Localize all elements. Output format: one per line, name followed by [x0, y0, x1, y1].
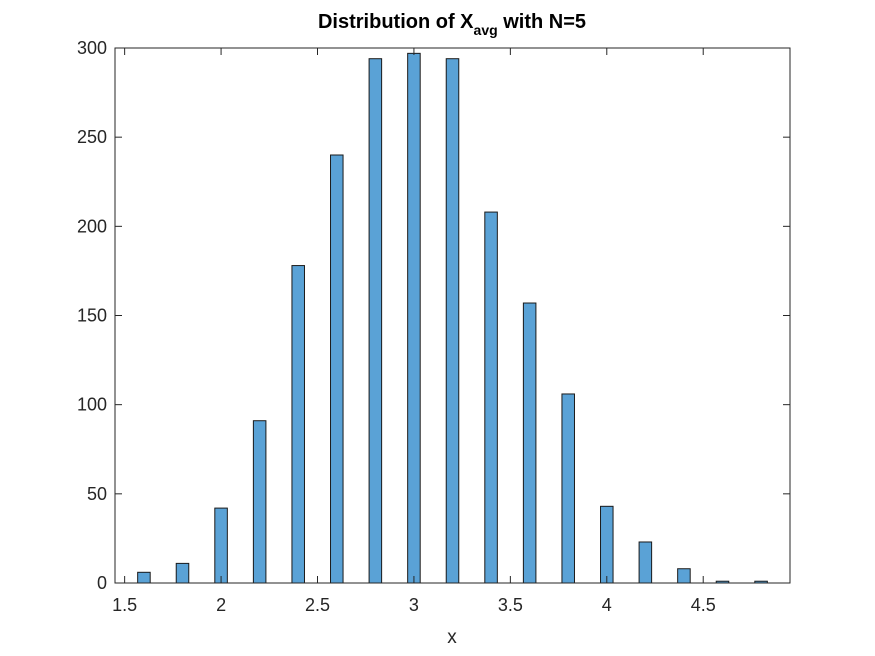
- histogram-bar: [214, 507, 228, 584]
- y-tick-label: 0: [97, 573, 107, 593]
- y-tick-label: 250: [77, 127, 107, 147]
- x-tick-label: 2: [216, 595, 226, 615]
- histogram-bar: [484, 211, 498, 584]
- chart-title: Distribution of Xavg with N=5: [318, 11, 586, 38]
- x-tick-label: 4: [602, 595, 612, 615]
- histogram-bar: [175, 562, 190, 584]
- ticks-group: 1.5 2 2.5 3 3.5 4 4.5 0 50 100 150 200 250 300: [77, 38, 790, 615]
- histogram-bar: [677, 568, 691, 584]
- histogram-bar: [368, 58, 383, 584]
- x-axis-label: x: [447, 627, 457, 648]
- y-tick-label: 150: [77, 306, 107, 326]
- histogram-bar: [638, 541, 653, 584]
- chart-title-main: Distribution of X: [318, 11, 474, 33]
- chart-title-subscript: avg: [474, 22, 498, 38]
- x-tick-label: 4.5: [691, 595, 716, 615]
- x-tick-label: 3.5: [498, 595, 523, 615]
- histogram-bar: [407, 52, 421, 584]
- histogram-bar: [252, 420, 267, 584]
- x-tick-label: 2.5: [305, 595, 330, 615]
- histogram-bar: [522, 302, 537, 584]
- y-tick-label: 50: [87, 484, 107, 504]
- y-tick-label: 100: [77, 395, 107, 415]
- histogram-bar: [291, 265, 305, 584]
- x-tick-label: 1.5: [112, 595, 137, 615]
- histogram-bar: [330, 154, 344, 584]
- histogram-bar: [600, 505, 614, 584]
- histogram-bar: [445, 58, 460, 584]
- bars-group: [137, 52, 768, 584]
- chart-title-rest: with N=5: [498, 11, 586, 33]
- y-tick-label: 300: [77, 38, 107, 58]
- histogram-bar: [561, 393, 575, 584]
- y-tick-label: 200: [77, 216, 107, 236]
- histogram-bar: [137, 571, 151, 584]
- x-tick-label: 3: [409, 595, 419, 615]
